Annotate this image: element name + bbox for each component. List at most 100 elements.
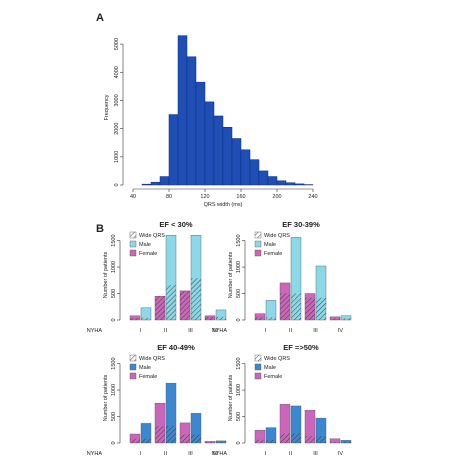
legend-label: Male [139, 365, 151, 371]
y-tick-label: 3000 [114, 94, 120, 106]
male-wide-qrs-hatch [216, 316, 226, 320]
category-label: II [164, 328, 168, 334]
y-tick-label: 500 [111, 412, 117, 421]
legend-swatch [254, 363, 262, 371]
category-label: II [289, 451, 293, 457]
y-tick-label: 0 [111, 318, 117, 321]
female-wide-qrs-hatch [180, 434, 190, 443]
y-tick-label: 1000 [111, 261, 117, 273]
legend-label: Male [139, 242, 151, 248]
female-wide-qrs-hatch [130, 438, 140, 443]
histogram-bar [159, 176, 170, 186]
histogram-qrs-width: 40 80 120 160 200 240 QRS width (ms) 0 1000 2000 3… [104, 35, 318, 208]
x-axis-title: NYHA [212, 328, 228, 334]
histogram-bar [195, 81, 206, 186]
x-axis-title: NYHA [87, 328, 103, 334]
panel-title: EF 30-39% [282, 220, 320, 229]
x-tick-label: 120 [200, 194, 209, 200]
y-tick-label: 0 [236, 318, 242, 321]
x-axis-title: NYHA [212, 451, 228, 457]
x-tick-label: 160 [236, 194, 245, 200]
y-axis-title: Number of patients [228, 375, 234, 422]
female-wide-qrs-hatch [180, 290, 190, 320]
panel-a-label: A [96, 12, 104, 24]
y-tick-label: 1500 [236, 357, 242, 369]
female-wide-qrs-hatch [280, 433, 290, 443]
y-tick-label: 1500 [111, 234, 117, 246]
female-wide-qrs-hatch [255, 317, 265, 320]
female-wide-qrs-hatch [330, 441, 340, 443]
legend-label: Wide QRS [139, 233, 165, 239]
histogram-bar [213, 115, 224, 186]
y-axis-title: Number of patients [228, 252, 234, 299]
legend-label: Wide QRS [264, 356, 290, 362]
category-label: III [188, 451, 193, 457]
category-label: IV [213, 451, 219, 457]
histogram-bar [240, 149, 251, 186]
y-tick-label: 2000 [114, 123, 120, 135]
y-axis-title: Frequency [104, 94, 110, 120]
panel-title: EF 40-49% [157, 343, 195, 352]
male-wide-qrs-hatch [316, 436, 326, 443]
y-tick-label: 500 [111, 289, 117, 298]
category-label: II [289, 328, 293, 334]
female-wide-qrs-hatch [155, 426, 165, 443]
histogram-bar [276, 180, 287, 186]
male-wide-qrs-hatch [341, 318, 351, 320]
male-wide-qrs-hatch [191, 278, 201, 320]
histogram-bar [222, 126, 233, 186]
female-wide-qrs-hatch [330, 318, 340, 320]
bar-panel-ef-40-49: EF 40-49%I II III IVNYHA050010001500Number … [87, 343, 227, 457]
female-wide-qrs-hatch [255, 439, 265, 443]
category-label: I [140, 451, 142, 457]
male-wide-qrs-hatch [166, 285, 176, 320]
male-bar [265, 300, 277, 321]
legend-swatch [129, 372, 137, 380]
y-tick-label: 1000 [236, 384, 242, 396]
y-tick-label: 1500 [111, 357, 117, 369]
histogram-bar [258, 170, 269, 186]
y-tick-label: 0 [111, 441, 117, 444]
y-tick-label: 0 [114, 183, 120, 186]
panel-b-label: B [96, 223, 104, 235]
y-axis-title: Number of patients [103, 252, 109, 299]
y-axis-title: Number of patients [103, 375, 109, 422]
male-wide-qrs-hatch [266, 439, 276, 443]
legend-label: Wide QRS [139, 356, 165, 362]
histogram-bar [150, 181, 161, 186]
histogram-bar [267, 176, 278, 186]
female-wide-qrs-hatch [205, 441, 215, 443]
histogram-bar [204, 101, 215, 186]
histogram-bar [177, 35, 188, 186]
female-wide-qrs-hatch [305, 436, 315, 443]
y-tick-label: 4000 [114, 66, 120, 78]
panel-title: EF < 30% [159, 220, 192, 229]
male-wide-qrs-hatch [341, 441, 351, 443]
legend-label: Female [139, 251, 157, 257]
y-tick-label: 1000 [111, 384, 117, 396]
y-tick-label: 1000 [114, 151, 120, 163]
female-wide-qrs-hatch [305, 297, 315, 320]
x-axis-title: NYHA [87, 451, 103, 457]
legend-swatch [129, 231, 137, 239]
male-wide-qrs-hatch [291, 433, 301, 443]
male-wide-qrs-hatch [141, 438, 151, 443]
legend-label: Female [264, 251, 282, 257]
legend-swatch [129, 249, 137, 257]
legend-label: Female [139, 374, 157, 380]
male-wide-qrs-hatch [141, 317, 151, 320]
male-wide-qrs-hatch [191, 434, 201, 443]
y-tick-label: 0 [236, 441, 242, 444]
legend-label: Female [264, 374, 282, 380]
histogram-bar [285, 182, 296, 186]
female-wide-qrs-hatch [205, 316, 215, 320]
category-label: IV [338, 328, 344, 334]
x-tick-label: 40 [130, 194, 136, 200]
x-tick-label: 200 [272, 194, 281, 200]
legend-swatch [129, 363, 137, 371]
male-wide-qrs-hatch [291, 293, 301, 320]
y-tick-label: 5000 [114, 38, 120, 50]
